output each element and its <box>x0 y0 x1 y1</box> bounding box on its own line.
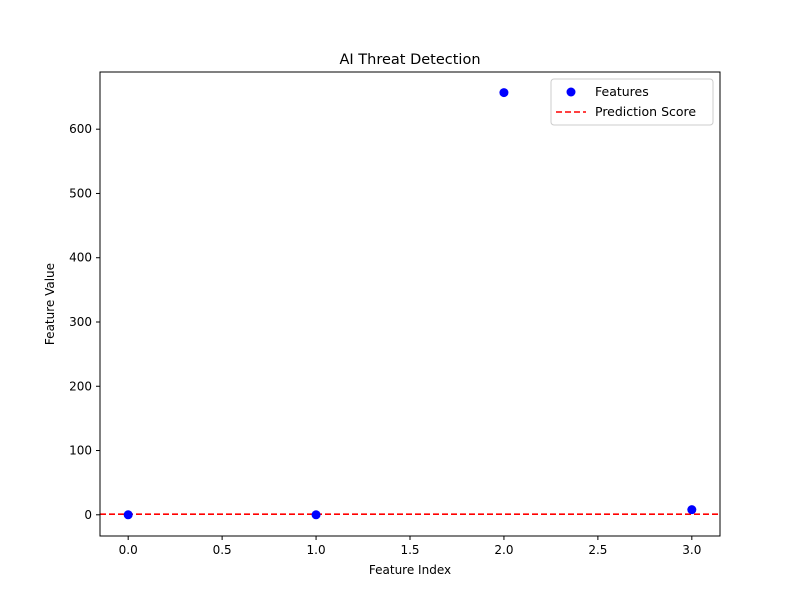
y-tick-label: 500 <box>69 186 92 200</box>
x-tick-label: 1.5 <box>400 543 419 557</box>
y-tick-label: 300 <box>69 315 92 329</box>
plot-area <box>100 72 720 536</box>
x-tick-label: 2.0 <box>494 543 513 557</box>
legend-label-prediction-score: Prediction Score <box>595 104 696 119</box>
x-tick-label: 2.5 <box>588 543 607 557</box>
chart-title: AI Threat Detection <box>339 52 480 68</box>
y-axis-label: Feature Value <box>43 263 57 345</box>
y-tick-label: 100 <box>69 444 92 458</box>
legend-label-features: Features <box>595 84 649 99</box>
legend-box <box>550 78 714 126</box>
x-tick-label: 0.5 <box>213 543 232 557</box>
feature-point <box>499 88 509 98</box>
x-tick-label: 1.0 <box>307 543 326 557</box>
legend-marker-features <box>566 87 576 97</box>
x-axis: 0.0 0.5 1.0 1.5 2.0 2.5 3.0 <box>119 536 701 557</box>
feature-point <box>311 510 321 520</box>
y-tick-label: 600 <box>69 122 92 136</box>
y-tick-label: 200 <box>69 379 92 393</box>
feature-point <box>123 510 133 520</box>
x-tick-label: 0.0 <box>119 543 138 557</box>
y-tick-label: 0 <box>84 508 92 522</box>
feature-points-layer <box>123 88 697 520</box>
x-tick-label: 3.0 <box>682 543 701 557</box>
feature-point <box>687 505 697 515</box>
y-axis: 0 100 200 300 400 500 600 <box>69 122 100 522</box>
legend: Features Prediction Score <box>550 78 714 126</box>
x-axis-label: Feature Index <box>369 563 451 577</box>
y-tick-label: 400 <box>69 251 92 265</box>
